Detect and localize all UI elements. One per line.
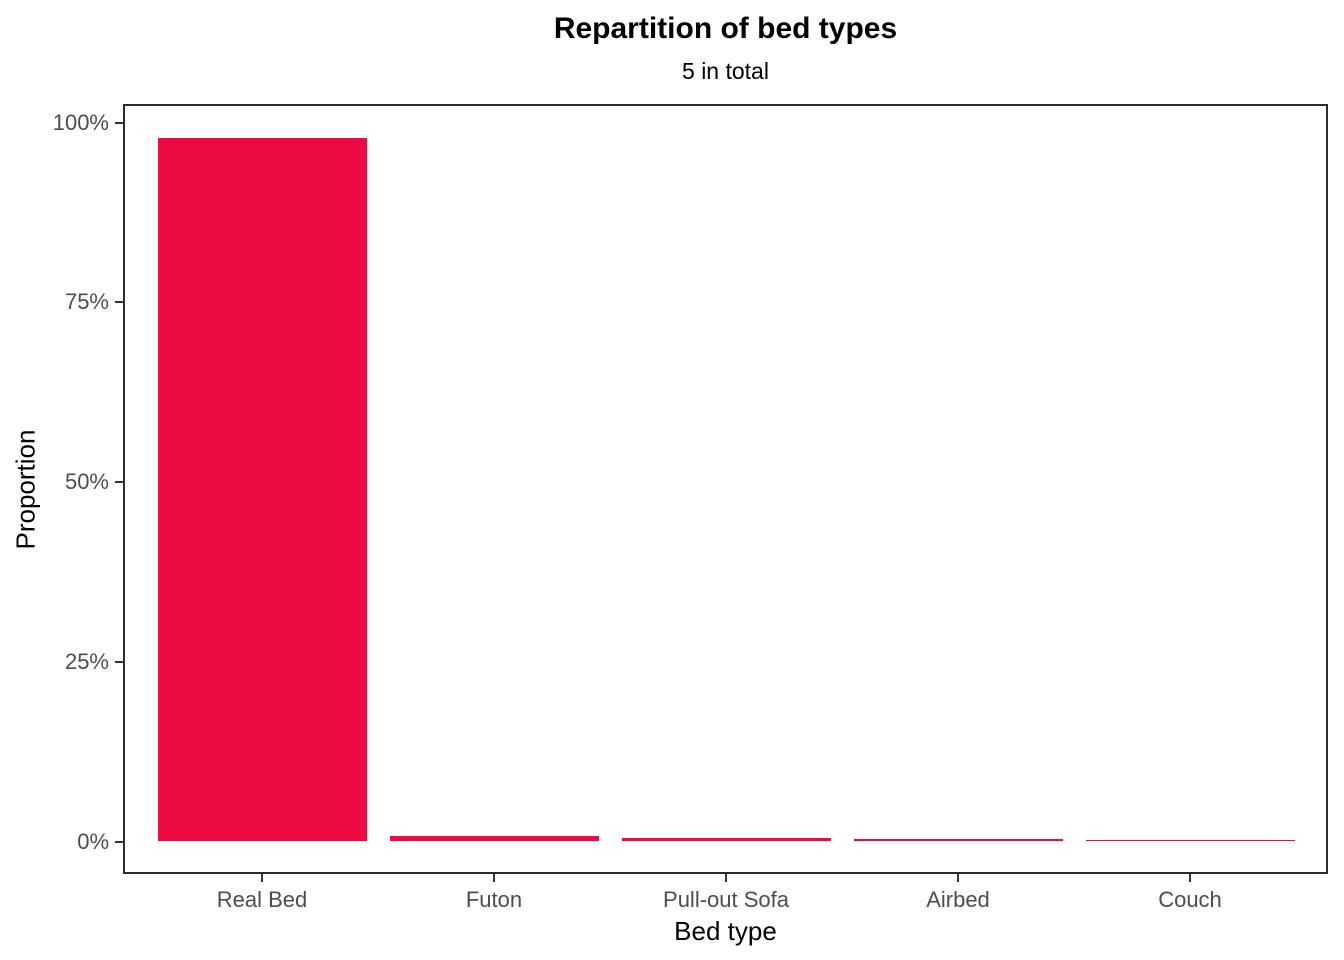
- x-axis-title: Bed type: [674, 916, 777, 946]
- y-axis-title: Proportion: [10, 104, 42, 874]
- x-tick-mark-couch: [1189, 874, 1191, 882]
- x-tick-label-futon: Futon: [465, 887, 523, 912]
- y-tick-mark-100: [115, 121, 123, 124]
- y-axis-title-text: Proportion: [10, 429, 41, 549]
- x-tick-label-pull-out-sofa: Pull-out Sofa: [663, 887, 789, 912]
- x-tick-mark-pull-out-sofa: [725, 874, 727, 882]
- y-tick-mark-0: [115, 840, 123, 843]
- y-tick-mark-25: [115, 660, 123, 663]
- chart-subtitle: 5 in total: [682, 58, 769, 84]
- x-tick-mark-real-bed: [261, 874, 263, 882]
- y-tick-mark-50: [115, 481, 123, 483]
- x-tick-label-airbed: Airbed: [926, 887, 990, 912]
- plot-panel: [123, 104, 1328, 874]
- x-tick-label-real-bed: Real Bed: [216, 887, 308, 912]
- chart-title: Repartition of bed types: [553, 12, 898, 45]
- y-tick-mark-75: [115, 301, 123, 304]
- x-tick-mark-airbed: [957, 874, 959, 882]
- x-tick-mark-futon: [493, 874, 495, 882]
- x-tick-label-couch: Couch: [1158, 887, 1222, 912]
